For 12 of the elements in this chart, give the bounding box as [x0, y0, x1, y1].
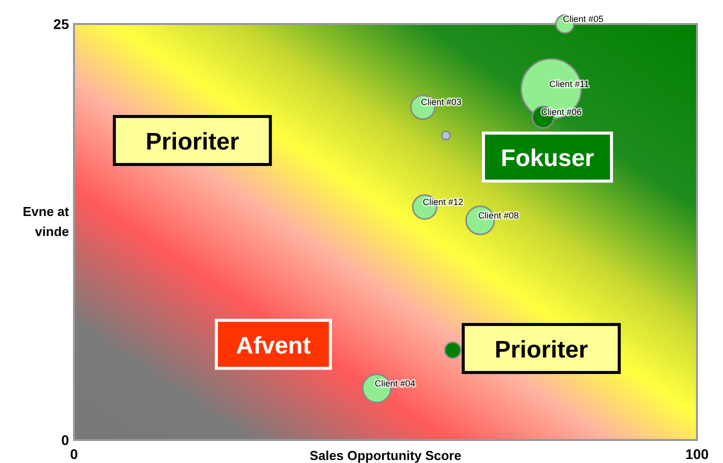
annotation: Prioriter: [494, 336, 588, 364]
annotation: Client #08: [478, 210, 519, 220]
x-tick-label: 100: [685, 446, 709, 462]
y-tick-label: 25: [53, 16, 70, 32]
x-axis-title: Sales Opportunity Score: [310, 448, 462, 463]
annotation: Client #03: [420, 97, 462, 108]
y-axis-title: Evne at vinde: [22, 204, 70, 239]
annotation: Client #05: [562, 14, 604, 24]
annotation: Fokuser: [500, 145, 594, 172]
annotation: Client #12: [422, 197, 464, 208]
annotation: Prioriter: [146, 128, 240, 156]
annotation: Afvent: [236, 332, 311, 360]
